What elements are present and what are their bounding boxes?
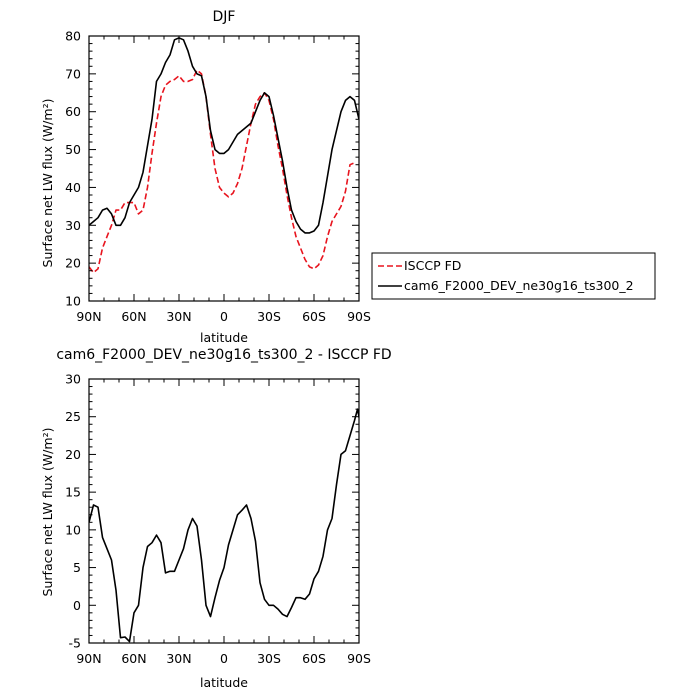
y-tick-label: 25	[65, 409, 81, 424]
bottom-x-axis-label: latitude	[200, 675, 248, 690]
y-tick-label: -5	[69, 636, 81, 651]
y-tick-label: 70	[65, 66, 81, 81]
y-tick-label: 10	[65, 294, 81, 309]
cam6-line	[89, 37, 359, 234]
bottom-y-axis-label: Surface net LW flux (W/m²)	[40, 428, 55, 597]
y-tick-label: 20	[65, 256, 81, 271]
y-tick-label: 15	[65, 485, 81, 500]
x-tick-label: 60S	[302, 309, 326, 324]
top-chart-title: DJF	[213, 9, 236, 25]
x-tick-label: 60N	[121, 651, 146, 666]
x-tick-label: 30S	[257, 651, 281, 666]
y-tick-label: 50	[65, 142, 81, 157]
legend-label-isccp: ISCCP FD	[404, 258, 461, 273]
top-plot-area: 10 20 30 40 50 60 70 80 90N 60N 30N 0 30S 60S 90S	[65, 29, 371, 325]
y-tick-label: 30	[65, 218, 81, 233]
x-tick-label: 30N	[166, 309, 191, 324]
x-tick-label: 90S	[347, 309, 371, 324]
plot-frame	[88, 378, 360, 644]
y-tick-label: 40	[65, 180, 81, 195]
top-x-axis-label: latitude	[200, 330, 248, 345]
top-legend: ISCCP FD cam6_F2000_DEV_ne30g16_ts300_2	[371, 252, 656, 300]
plot-frame	[88, 35, 360, 302]
y-tick-label: 60	[65, 104, 81, 119]
top-y-axis-label: Surface net LW flux (W/m²)	[40, 99, 55, 268]
x-tick-label: 30S	[257, 309, 281, 324]
y-tick-label: 10	[65, 522, 81, 537]
y-tick-label: 0	[73, 598, 81, 613]
y-tick-label: 30	[65, 372, 81, 387]
x-tick-label: 90N	[76, 651, 101, 666]
y-tick-label: 20	[65, 447, 81, 462]
difference-line	[89, 408, 359, 643]
x-tick-label: 0	[220, 651, 228, 666]
legend-box	[371, 252, 656, 300]
y-tick-label: 80	[65, 29, 81, 44]
legend-label-cam6: cam6_F2000_DEV_ne30g16_ts300_2	[404, 278, 634, 293]
x-tick-label: 30N	[166, 651, 191, 666]
y-tick-label: 5	[73, 560, 81, 575]
bottom-chart-title: cam6_F2000_DEV_ne30g16_ts300_2 - ISCCP F…	[56, 347, 391, 363]
x-tick-label: 0	[220, 309, 228, 324]
bottom-plot-area: -5 0 5 10 15 20 25 30 90N 60N 30N 0 30S 60S 90S	[65, 372, 371, 667]
x-tick-label: 90S	[347, 651, 371, 666]
x-tick-label: 60N	[121, 309, 146, 324]
bottom-panel: cam6_F2000_DEV_ne30g16_ts300_2 - ISCCP F…	[40, 347, 392, 690]
isccp-fd-line	[89, 69, 355, 274]
x-tick-label: 60S	[302, 651, 326, 666]
x-tick-label: 90N	[76, 309, 101, 324]
